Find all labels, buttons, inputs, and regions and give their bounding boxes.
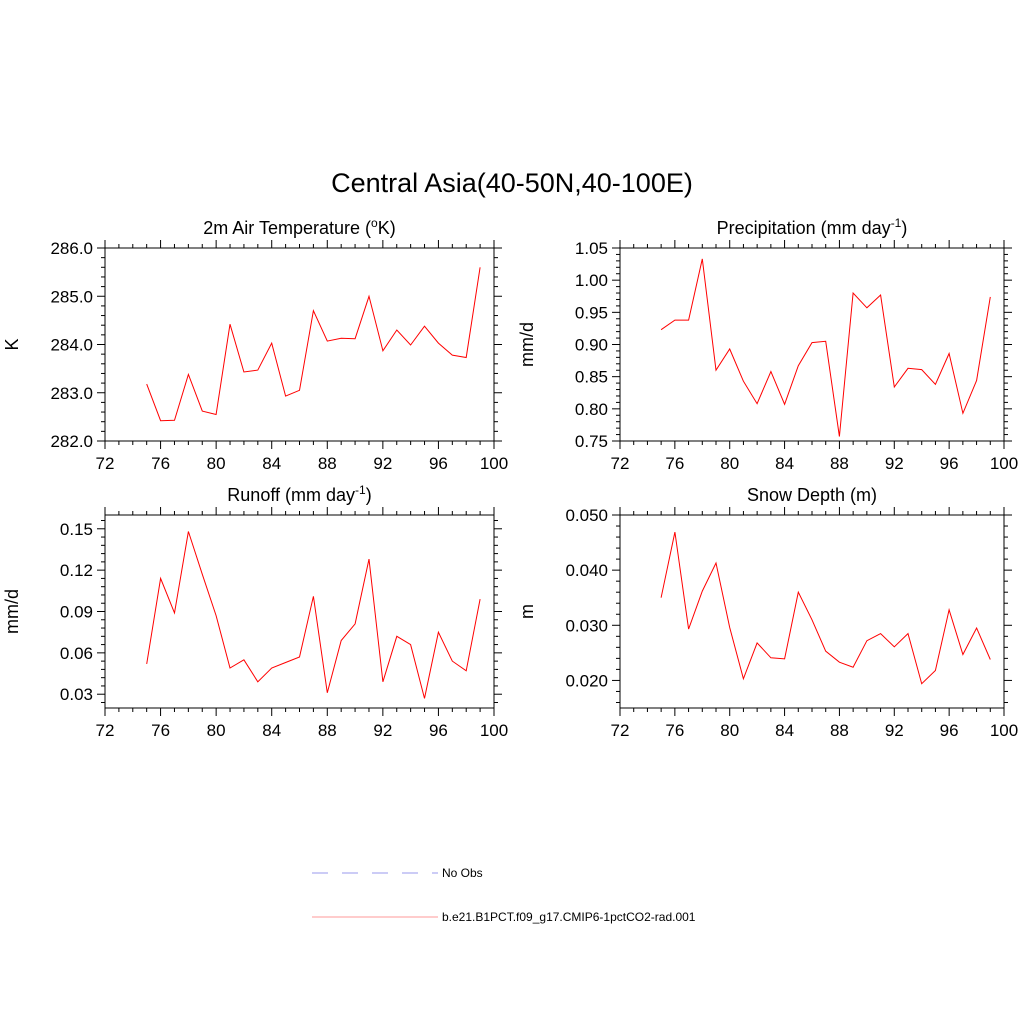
x-tick-label-precipitation-2: 80: [720, 454, 739, 473]
x-tick-label-air-temperature-0: 72: [96, 454, 115, 473]
y-tick-label-precipitation-6: 1.05: [575, 239, 608, 258]
y-tick-label-precipitation-5: 1.00: [575, 271, 608, 290]
x-tick-label-snow-depth-7: 100: [990, 721, 1018, 740]
panel-title-precipitation: Precipitation (mm day-1): [717, 216, 908, 238]
y-tick-label-precipitation-3: 0.90: [575, 336, 608, 355]
x-tick-label-air-temperature-6: 96: [429, 454, 448, 473]
y-axis-label-air-temperature: K: [2, 338, 22, 350]
y-tick-label-runoff-3: 0.12: [60, 561, 93, 580]
x-tick-label-precipitation-6: 96: [940, 454, 959, 473]
y-tick-label-air-temperature-4: 286.0: [50, 239, 93, 258]
y-tick-label-air-temperature-0: 282.0: [50, 432, 93, 451]
y-tick-label-precipitation-0: 0.75: [575, 432, 608, 451]
x-tick-label-precipitation-4: 88: [830, 454, 849, 473]
y-tick-label-precipitation-1: 0.80: [575, 400, 608, 419]
x-tick-label-snow-depth-4: 88: [830, 721, 849, 740]
x-tick-label-runoff-0: 72: [96, 721, 115, 740]
x-tick-label-runoff-3: 84: [262, 721, 281, 740]
panel-title-snow-depth: Snow Depth (m): [747, 485, 877, 505]
x-tick-label-runoff-1: 76: [151, 721, 170, 740]
x-tick-label-runoff-4: 88: [318, 721, 337, 740]
y-tick-label-runoff-2: 0.09: [60, 603, 93, 622]
x-tick-label-precipitation-5: 92: [885, 454, 904, 473]
x-tick-label-snow-depth-5: 92: [885, 721, 904, 740]
panel-air-temperature: 2m Air Temperature (oK) K 72 76 80 84 88 92 96 10…: [2, 216, 508, 473]
x-tick-label-runoff-5: 92: [373, 721, 392, 740]
y-tick-label-snow-depth-2: 0.040: [565, 561, 608, 580]
plot-frame-snow-depth: [619, 514, 1005, 709]
x-tick-label-air-temperature-2: 80: [207, 454, 226, 473]
x-tick-label-air-temperature-7: 100: [480, 454, 508, 473]
panel-title-runoff: Runoff (mm day-1): [227, 483, 371, 505]
x-tick-label-runoff-2: 80: [207, 721, 226, 740]
x-tick-label-runoff-6: 96: [429, 721, 448, 740]
plot-frame-air-temperature: [104, 247, 495, 442]
panels-group: 2m Air Temperature (oK) K 72 76 80 84 88 92 96 10…: [2, 216, 1018, 740]
panel-snow-depth: Snow Depth (m) m 72 76 80 84 88 92 96 100 0.020 0.0…: [517, 485, 1018, 740]
y-tick-label-snow-depth-0: 0.020: [565, 671, 608, 690]
x-tick-label-snow-depth-1: 76: [665, 721, 684, 740]
x-tick-label-precipitation-1: 76: [665, 454, 684, 473]
y-tick-label-precipitation-4: 0.95: [575, 303, 608, 322]
y-tick-label-air-temperature-2: 284.0: [50, 336, 93, 355]
series-line-runoff-0: [146, 531, 481, 699]
y-tick-label-runoff-4: 0.15: [60, 520, 93, 539]
plot-frame-runoff: [104, 514, 495, 709]
x-tick-label-snow-depth-0: 72: [611, 721, 630, 740]
x-tick-label-runoff-7: 100: [480, 721, 508, 740]
series-line-snow-depth-0: [660, 531, 991, 685]
y-axis-label-snow-depth: m: [517, 604, 537, 619]
plot-frame-precipitation: [619, 247, 1005, 442]
x-tick-label-snow-depth-2: 80: [720, 721, 739, 740]
series-line-precipitation-0: [660, 258, 991, 437]
figure-title: Central Asia(40-50N,40-100E): [331, 168, 693, 198]
panel-precipitation: Precipitation (mm day-1) mm/d 72 76 80 84 88 92…: [517, 216, 1018, 473]
y-tick-label-snow-depth-1: 0.030: [565, 616, 608, 635]
panel-title-air-temperature: 2m Air Temperature (oK): [203, 216, 395, 238]
x-tick-label-precipitation-7: 100: [990, 454, 1018, 473]
panel-runoff: Runoff (mm day-1) mm/d 72 76 80 84 88 92 96 100 0.…: [2, 483, 508, 740]
y-tick-label-precipitation-2: 0.85: [575, 368, 608, 387]
x-tick-label-air-temperature-4: 88: [318, 454, 337, 473]
y-tick-label-air-temperature-3: 285.0: [50, 287, 93, 306]
y-tick-label-runoff-0: 0.03: [60, 685, 93, 704]
legend: No Obs b.e21.B1PCT.f09_g17.CMIP6-1pctCO2…: [312, 866, 696, 924]
x-tick-label-precipitation-3: 84: [775, 454, 794, 473]
x-tick-label-air-temperature-5: 92: [373, 454, 392, 473]
y-tick-label-snow-depth-3: 0.050: [565, 506, 608, 525]
x-tick-label-air-temperature-1: 76: [151, 454, 170, 473]
x-tick-label-snow-depth-6: 96: [940, 721, 959, 740]
legend-label-no-obs: No Obs: [442, 866, 483, 880]
series-line-air-temperature-0: [146, 267, 481, 422]
y-tick-label-runoff-1: 0.06: [60, 644, 93, 663]
y-axis-label-runoff: mm/d: [2, 589, 22, 634]
x-tick-label-snow-depth-3: 84: [775, 721, 794, 740]
y-axis-label-precipitation: mm/d: [517, 322, 537, 367]
y-tick-label-air-temperature-1: 283.0: [50, 384, 93, 403]
x-tick-label-air-temperature-3: 84: [262, 454, 281, 473]
x-tick-label-precipitation-0: 72: [611, 454, 630, 473]
legend-label-model: b.e21.B1PCT.f09_g17.CMIP6-1pctCO2-rad.00…: [442, 910, 696, 924]
